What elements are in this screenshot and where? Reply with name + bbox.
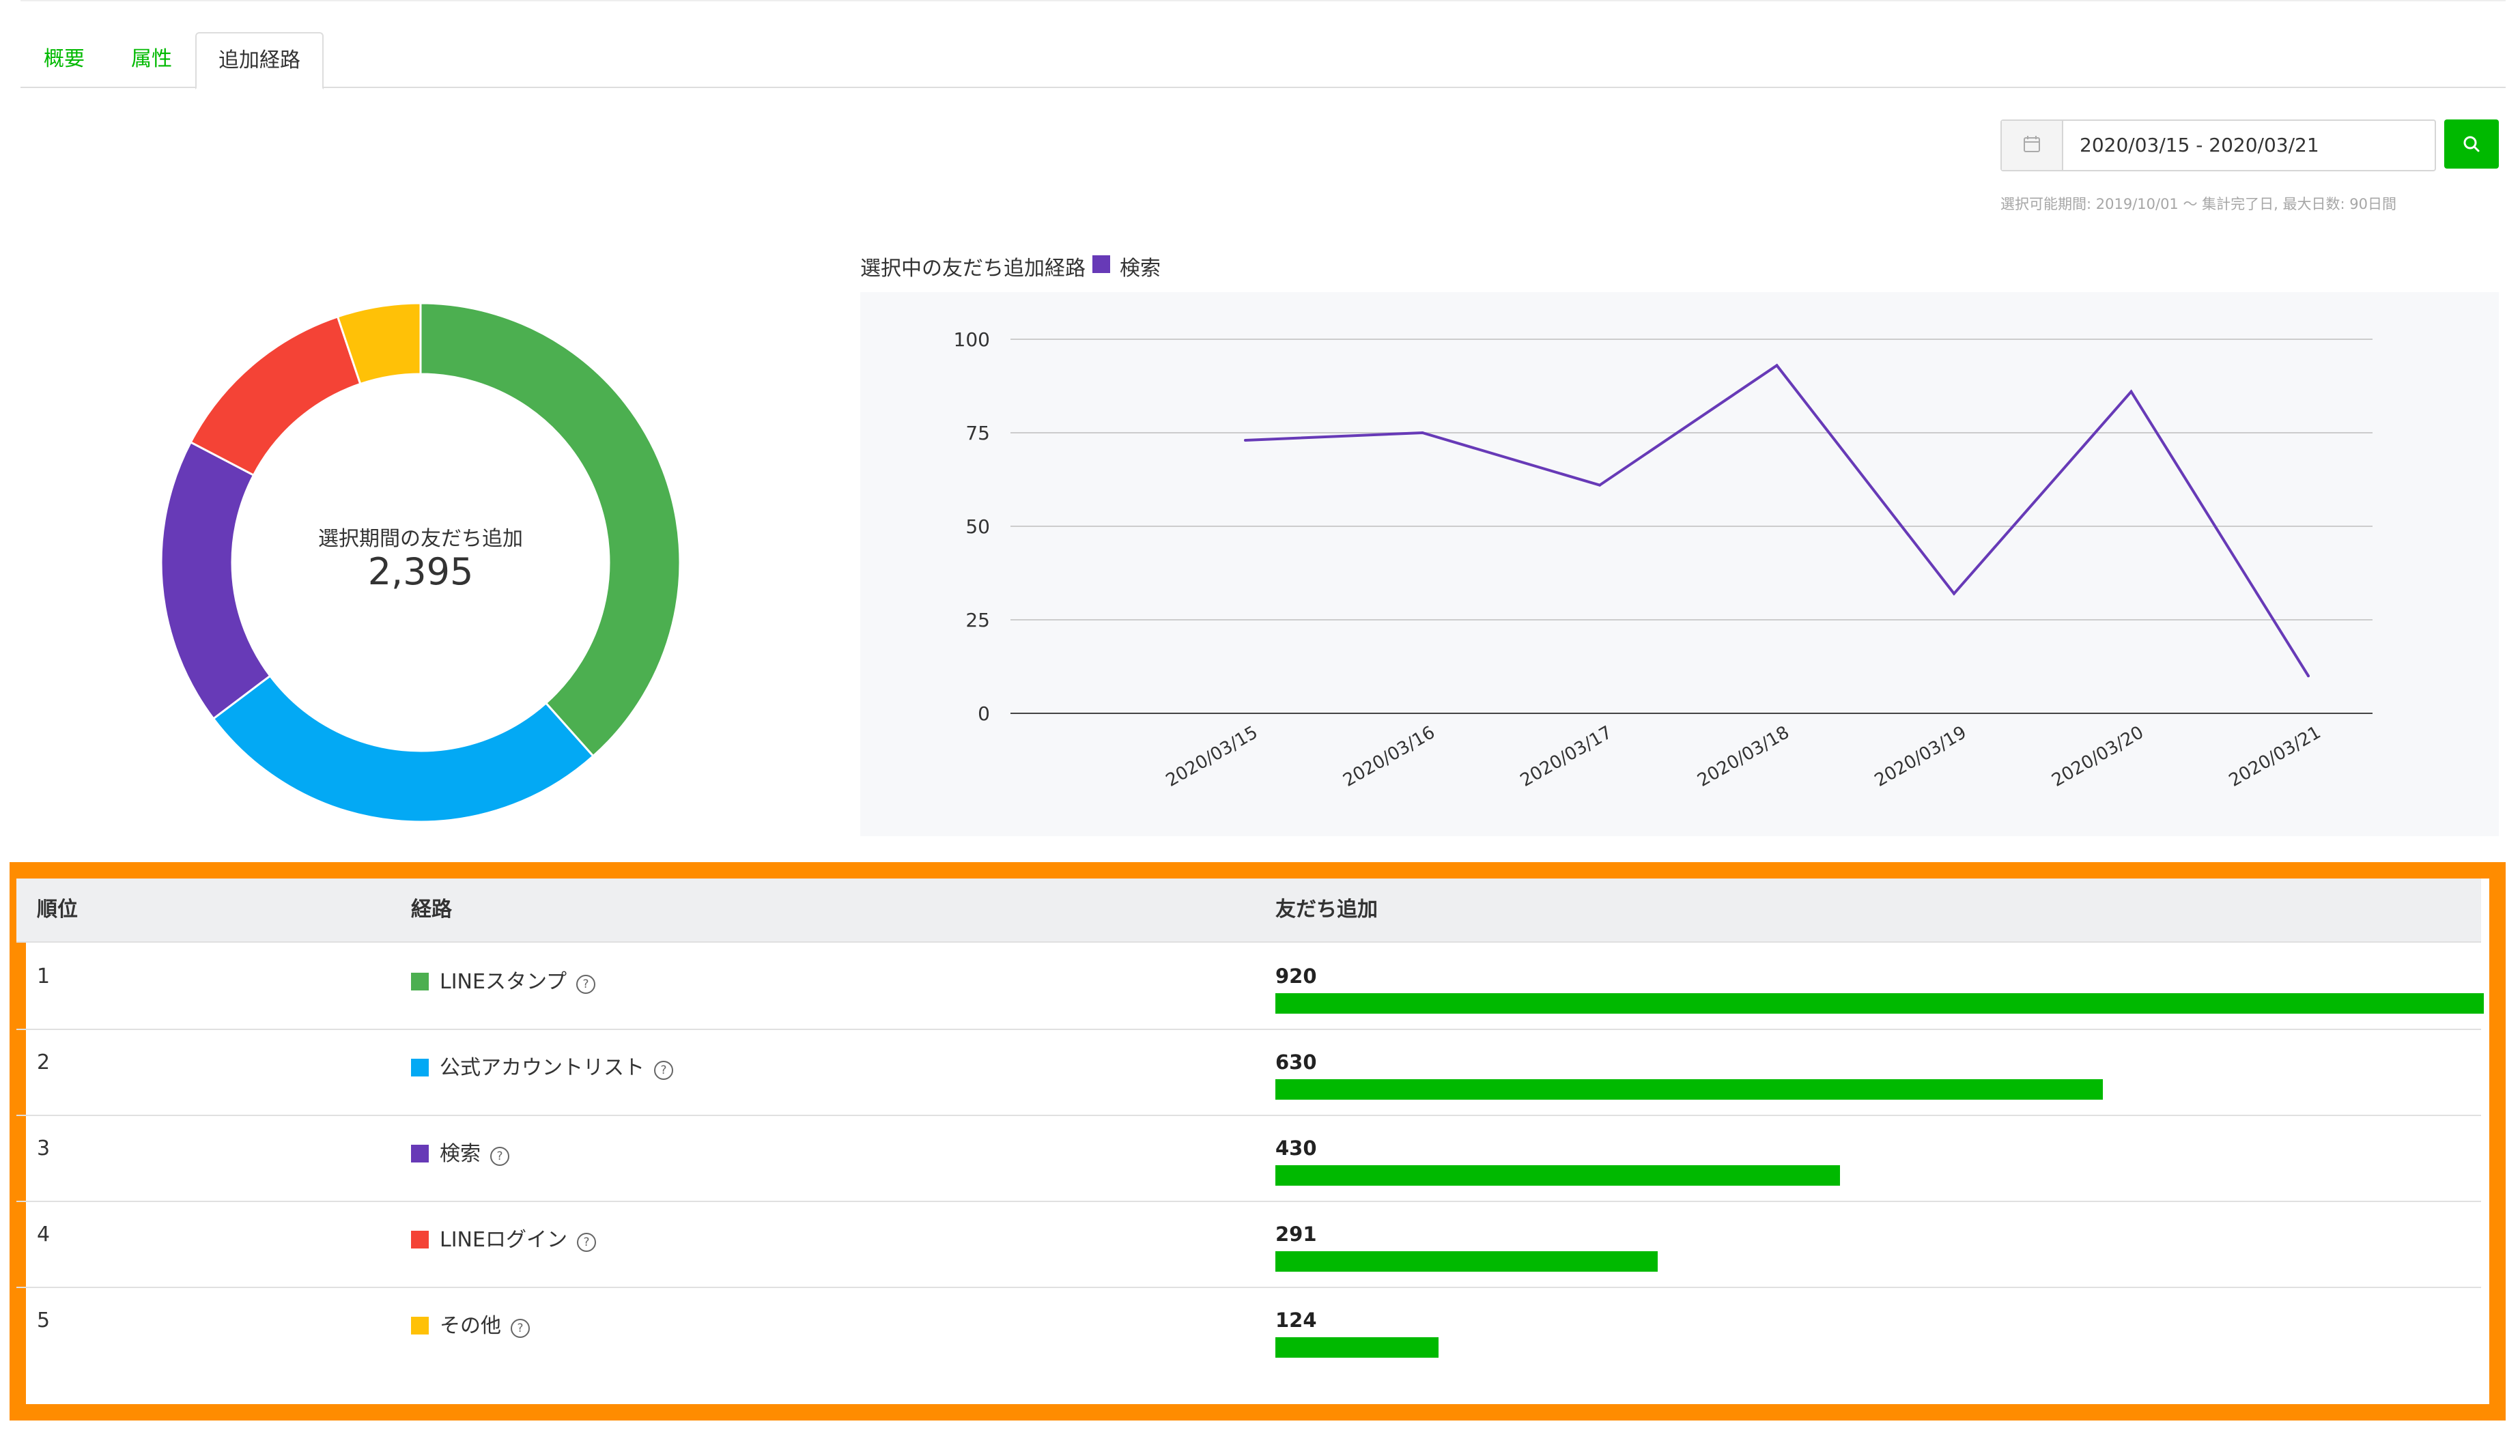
route-color-swatch: [411, 973, 429, 990]
header-count: 友だち追加: [1275, 898, 1378, 922]
data-point: [1244, 438, 1247, 442]
top-divider: [20, 0, 2506, 1]
y-tick-label: 50: [965, 515, 990, 538]
row-rank: 5: [37, 1309, 51, 1332]
data-point: [2129, 390, 2133, 393]
row-rank: 2: [37, 1051, 51, 1074]
y-tick-label: 100: [954, 328, 990, 351]
row-rank: 1: [37, 965, 51, 988]
row-count: 291: [1275, 1223, 1317, 1246]
calendar-button[interactable]: [2002, 121, 2063, 170]
count-bar: [1275, 1337, 1439, 1358]
legend-swatch: [1092, 255, 1110, 273]
line-chart-title: 選択中の友だち追加経路: [860, 257, 1086, 281]
row-route: LINEログイン?: [411, 1223, 596, 1253]
table-row: 2 公式アカウントリスト? 630: [16, 1029, 2481, 1116]
help-icon[interactable]: ?: [511, 1319, 530, 1338]
search-icon: [2463, 136, 2480, 152]
donut-segment: [336, 303, 422, 386]
table-row: 5 その他? 124: [16, 1287, 2481, 1373]
row-route: LINEスタンプ?: [411, 965, 596, 995]
table-row: 4 LINEログイン? 291: [16, 1201, 2481, 1288]
table-row: 3 検索? 430: [16, 1115, 2481, 1202]
route-label: 検索: [440, 1142, 481, 1166]
date-range-input[interactable]: 2020/03/15 - 2020/03/21: [2000, 119, 2436, 171]
help-icon[interactable]: ?: [654, 1061, 673, 1080]
tab-attributes[interactable]: 属性: [131, 47, 172, 71]
table-header: 順位 経路 友だち追加: [16, 879, 2481, 943]
row-rank: 3: [37, 1137, 51, 1160]
y-tick-label: 25: [965, 609, 990, 631]
tab-add-routes[interactable]: 追加経路: [195, 32, 324, 89]
legend-label: 検索: [1120, 257, 1161, 281]
row-route: 公式アカウントリスト?: [411, 1051, 673, 1081]
donut-label: 選択期間の友だち追加: [318, 527, 523, 551]
help-icon[interactable]: ?: [490, 1147, 509, 1166]
y-tick-label: 75: [965, 422, 990, 444]
help-icon[interactable]: ?: [576, 975, 596, 994]
row-rank: 4: [37, 1223, 51, 1246]
series-line-search: [1245, 363, 2310, 677]
data-point: [1421, 431, 1424, 434]
donut-center: 選択期間の友だち追加 2,395: [161, 303, 680, 822]
route-color-swatch: [411, 1317, 429, 1334]
x-tick-label: 2020/03/21: [2226, 722, 2325, 791]
date-range-value: 2020/03/15 - 2020/03/21: [2080, 134, 2319, 156]
tab-overview[interactable]: 概要: [44, 47, 85, 71]
y-tick-label: 0: [978, 702, 990, 725]
row-count: 630: [1275, 1051, 1317, 1074]
calendar-icon: [2024, 136, 2040, 152]
line-chart: 0 25 50 75 100 2020/03/15 2020/03/16 2020/03/17…: [954, 328, 2373, 791]
row-count: 920: [1275, 965, 1317, 988]
route-label: LINEログイン: [440, 1228, 567, 1252]
count-bar: [1275, 1079, 2104, 1100]
tab-bar: 概要 属性 追加経路: [20, 32, 2506, 89]
row-route: 検索?: [411, 1137, 509, 1167]
route-label: 公式アカウントリスト: [440, 1056, 645, 1080]
donut-total: 2,395: [367, 550, 474, 593]
route-label: その他: [440, 1314, 501, 1338]
help-icon[interactable]: ?: [576, 1233, 596, 1252]
x-tick-label: 2020/03/18: [1694, 722, 1793, 791]
x-tick-label: 2020/03/17: [1517, 722, 1616, 791]
data-point: [2307, 674, 2310, 678]
header-route: 経路: [411, 898, 452, 922]
header-rank: 順位: [37, 898, 78, 922]
row-count: 430: [1275, 1137, 1317, 1160]
date-range-hint: 選択可能期間: 2019/10/01 〜 集計完了日, 最大日数: 90日間: [2000, 196, 2396, 212]
x-tick-label: 2020/03/15: [1163, 722, 1262, 791]
row-count: 124: [1275, 1309, 1317, 1332]
x-tick-label: 2020/03/19: [1871, 722, 1970, 791]
table-row: 1 LINEスタンプ? 920: [16, 943, 2484, 1030]
row-route: その他?: [411, 1309, 530, 1339]
x-tick-label: 2020/03/16: [1340, 722, 1439, 791]
route-label: LINEスタンプ: [440, 970, 567, 994]
route-color-swatch: [411, 1231, 429, 1248]
count-bar: [1275, 1165, 1841, 1186]
data-point: [1775, 364, 1779, 367]
count-bar: [1275, 1251, 1658, 1272]
data-point: [1598, 483, 1601, 487]
donut-segment: [212, 674, 595, 822]
donut-segment: [419, 303, 680, 758]
x-tick-label: 2020/03/20: [2048, 722, 2147, 791]
search-button[interactable]: [2444, 119, 2499, 169]
data-point: [1953, 592, 1955, 595]
count-bar: [1275, 993, 2484, 1014]
route-color-swatch: [411, 1059, 429, 1076]
line-chart-panel: 0 25 50 75 100 2020/03/15 2020/03/16 2020/03/17…: [860, 292, 2499, 836]
route-color-swatch: [411, 1145, 429, 1162]
donut-chart: [161, 303, 680, 822]
